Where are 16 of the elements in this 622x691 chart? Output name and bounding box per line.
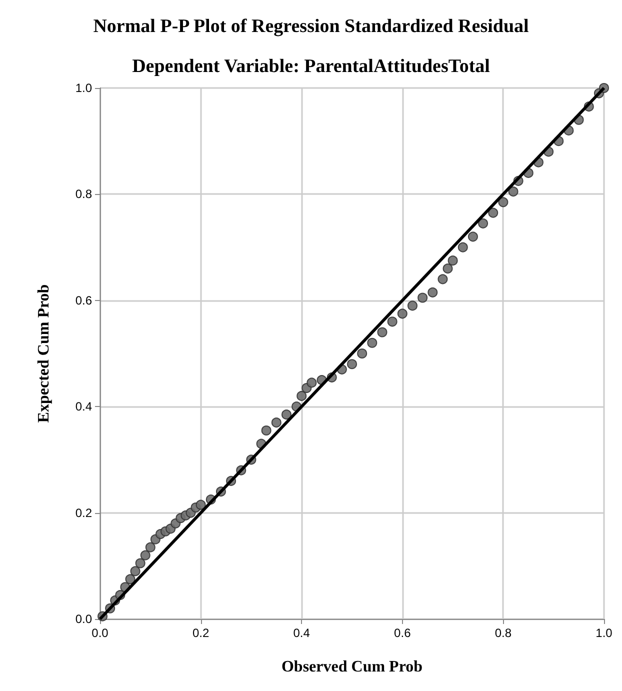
y-tick-label: 0.8 — [75, 187, 92, 202]
x-tick-label: 0.6 — [394, 626, 412, 640]
y-tick-label: 1.0 — [75, 81, 92, 95]
y-tick-label: 0.0 — [75, 612, 92, 626]
y-tick-label: 0.4 — [75, 400, 92, 414]
x-tick-label: 0.8 — [494, 626, 512, 640]
chart-subtitle: Dependent Variable: ParentalAttitudesTotal — [132, 56, 490, 77]
x-axis-title: Observed Cum Prob — [281, 658, 423, 676]
x-tick-label: 0.4 — [293, 626, 310, 640]
y-axis-title: Expected Cum Prob — [36, 284, 52, 423]
x-tick-label: 1.0 — [596, 626, 613, 640]
y-tick-label: 0.6 — [75, 293, 92, 308]
chart-title: Normal P-P Plot of Regression Standardized Residual — [93, 16, 529, 37]
x-tick-label: 0.0 — [92, 626, 109, 640]
x-tick-label: 0.2 — [192, 626, 210, 640]
y-tick-label: 0.2 — [75, 506, 92, 520]
